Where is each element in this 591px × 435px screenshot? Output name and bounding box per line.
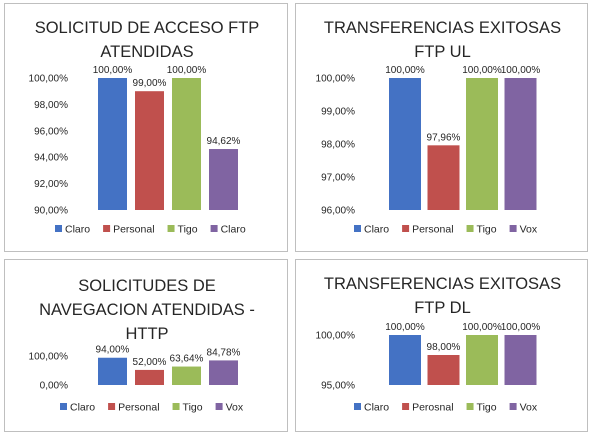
chart-title: ATENDIDAS	[100, 43, 193, 61]
y-tick-label: 100,00%	[316, 331, 356, 342]
bar	[427, 355, 460, 385]
bar	[389, 78, 421, 210]
data-label: 94,62%	[207, 136, 241, 147]
chart-panel-ftp-access: SOLICITUD DE ACCESO FTP ATENDIDAS 90,00% 92…	[4, 3, 288, 252]
legend-label: Claro	[65, 224, 90, 236]
legend-label: Claro	[364, 224, 389, 236]
bar	[135, 91, 164, 210]
data-label: 100,00%	[501, 65, 541, 76]
y-tick-label: 96,00%	[321, 206, 355, 217]
y-tick-label: 90,00%	[34, 206, 68, 217]
bar-chart: TRANSFERENCIAS EXITOSAS FTP DL 95,00% 100,0…	[316, 275, 562, 414]
legend-swatch	[402, 225, 410, 232]
legend-label: Personal	[412, 224, 453, 236]
chart-title: TRANSFERENCIAS EXITOSAS	[324, 275, 561, 293]
y-tick-label: 96,00%	[34, 126, 68, 137]
bar	[209, 149, 238, 210]
y-tick-label: 98,00%	[321, 140, 355, 151]
legend-label: Personal	[118, 402, 159, 414]
legend-label: Vox	[226, 402, 244, 414]
legend-swatch	[210, 225, 218, 232]
data-label: 63,64%	[170, 354, 204, 365]
y-tick-label: 100,00%	[316, 74, 356, 85]
bar	[504, 335, 537, 385]
bar	[135, 369, 164, 385]
y-tick-label: 100,00%	[29, 74, 69, 85]
legend-swatch	[215, 403, 223, 410]
legend-swatch	[466, 403, 474, 410]
data-label: 100,00%	[93, 65, 133, 76]
chart-title: TRANSFERENCIAS EXITOSAS	[324, 19, 561, 37]
data-label: 100,00%	[385, 65, 425, 76]
data-label: 100,00%	[501, 322, 541, 333]
legend-swatch	[55, 225, 62, 232]
bar	[172, 366, 201, 385]
bar	[504, 78, 537, 210]
data-label: 99,00%	[133, 78, 167, 89]
legend-label: Tigo	[477, 224, 497, 236]
chart-title: SOLICITUDES DE	[78, 277, 216, 295]
chart-title: HTTP	[125, 325, 168, 343]
bar	[466, 335, 498, 385]
legend-label: Personal	[113, 224, 154, 236]
data-label: 100,00%	[462, 65, 502, 76]
data-label: 97,96%	[427, 132, 461, 143]
y-tick-label: 100,00%	[29, 352, 69, 363]
legend-label: Claro	[70, 402, 95, 414]
chart-panel-ftp-dl: TRANSFERENCIAS EXITOSAS FTP DL 95,00% 100,0…	[295, 259, 588, 432]
y-tick-label: 0,00%	[40, 381, 68, 392]
data-label: 52,00%	[133, 357, 167, 368]
y-tick-label: 92,00%	[34, 179, 68, 190]
y-tick-label: 97,00%	[321, 173, 355, 184]
legend-label: Perosnal	[412, 402, 453, 414]
legend-label: Tigo	[183, 402, 203, 414]
y-tick-label: 98,00%	[34, 100, 68, 111]
legend-swatch	[354, 225, 361, 232]
data-label: 94,00%	[96, 345, 130, 356]
legend-swatch	[509, 225, 517, 232]
legend-swatch	[509, 403, 517, 410]
legend-swatch	[103, 225, 111, 232]
data-label: 100,00%	[167, 65, 207, 76]
bar-chart: SOLICITUD DE ACCESO FTP ATENDIDAS 90,00% 92…	[29, 19, 260, 236]
legend-label: Vox	[520, 224, 538, 236]
legend-label: Tigo	[178, 224, 198, 236]
chart-panel-ftp-ul: TRANSFERENCIAS EXITOSAS FTP UL 96,00% 97,00…	[295, 3, 588, 252]
chart-title: SOLICITUD DE ACCESO FTP	[35, 19, 260, 37]
y-tick-label: 94,00%	[34, 153, 68, 164]
bar	[209, 360, 238, 385]
data-label: 100,00%	[385, 322, 425, 333]
legend-swatch	[402, 403, 410, 410]
legend-swatch	[60, 403, 67, 410]
bar	[98, 78, 127, 210]
data-label: 98,00%	[427, 342, 461, 353]
legend-swatch	[172, 403, 180, 410]
legend-swatch	[167, 225, 175, 232]
bar	[427, 145, 460, 210]
legend-label: Claro	[221, 224, 246, 236]
chart-title: NAVEGACION ATENDIDAS -	[39, 301, 255, 319]
data-label: 100,00%	[462, 322, 502, 333]
chart-panel-http: SOLICITUDES DE NAVEGACION ATENDIDAS - HTTP…	[4, 259, 288, 432]
legend-label: Vox	[520, 402, 538, 414]
data-label: 84,78%	[207, 347, 241, 358]
bar	[172, 78, 201, 210]
bar	[98, 357, 127, 385]
bar	[389, 335, 421, 385]
legend-label: Claro	[364, 402, 389, 414]
legend-swatch	[466, 225, 474, 232]
y-tick-label: 95,00%	[321, 381, 355, 392]
chart-title: FTP UL	[414, 43, 471, 61]
bar-chart: TRANSFERENCIAS EXITOSAS FTP UL 96,00% 97,00…	[316, 19, 562, 236]
chart-title: FTP DL	[414, 299, 471, 317]
legend-label: Tigo	[477, 402, 497, 414]
bar-chart: SOLICITUDES DE NAVEGACION ATENDIDAS - HTTP…	[29, 277, 255, 414]
legend-swatch	[354, 403, 361, 410]
bar	[466, 78, 498, 210]
y-tick-label: 99,00%	[321, 107, 355, 118]
legend-swatch	[108, 403, 116, 410]
